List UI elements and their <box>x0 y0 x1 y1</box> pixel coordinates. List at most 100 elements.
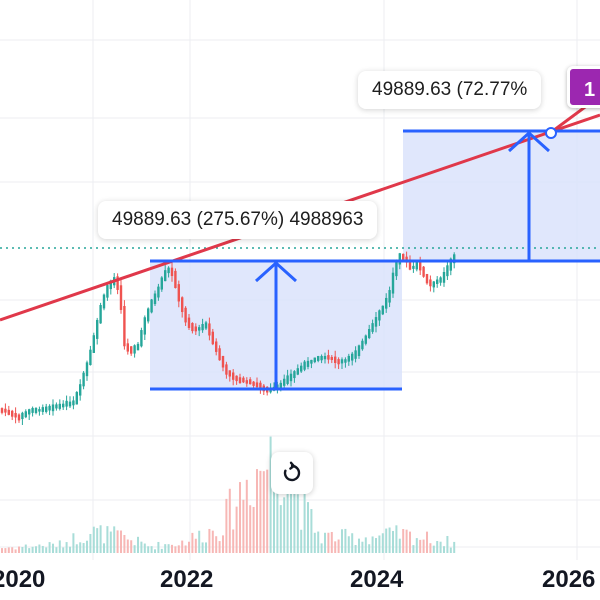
candle-body <box>82 372 85 387</box>
candle-body <box>14 412 17 418</box>
volume-bar <box>245 479 248 553</box>
candle-body <box>391 272 395 294</box>
candle-body <box>323 356 327 360</box>
reset-chart-button[interactable] <box>271 452 313 494</box>
candle-body <box>327 355 330 360</box>
candle-body <box>429 279 432 287</box>
volume-bar <box>160 548 163 553</box>
candle-body <box>116 276 119 290</box>
candle-body <box>242 377 245 383</box>
candle-body <box>293 371 296 379</box>
candle-body <box>228 370 231 377</box>
volume-bar <box>24 544 27 553</box>
volume-bar <box>419 539 422 553</box>
candle-body <box>388 290 391 303</box>
candle-body <box>119 285 123 310</box>
candle-body <box>385 297 388 309</box>
volume-bar <box>184 545 187 553</box>
volume-bar <box>164 544 167 553</box>
volume-bar <box>79 542 82 553</box>
volume-bar <box>35 546 37 553</box>
candle-body <box>89 349 92 366</box>
volume-bar <box>177 545 180 553</box>
measure-arrowhead-lower <box>254 260 298 283</box>
candle-body <box>65 400 68 407</box>
candle-body <box>449 258 452 271</box>
candle-body <box>313 357 316 363</box>
candle-body <box>395 260 398 277</box>
candle-body <box>0 408 4 413</box>
anchor-point[interactable] <box>545 127 557 139</box>
volume-bar <box>330 531 333 553</box>
candle-body <box>310 359 313 364</box>
volume-bar <box>89 533 92 553</box>
volume-bar <box>378 535 381 553</box>
candle-body <box>68 401 72 407</box>
volume-bar <box>72 533 75 553</box>
candle-body <box>361 340 364 350</box>
volume-bar <box>266 469 269 553</box>
candle-body <box>130 346 133 354</box>
candle-body <box>218 348 221 361</box>
volume-bar <box>86 540 88 553</box>
volume-bar <box>368 544 371 553</box>
volume-bar <box>449 547 452 553</box>
candle-body <box>38 409 41 412</box>
candle-body <box>378 310 381 321</box>
candle-body <box>334 356 337 363</box>
candle-body <box>11 410 14 417</box>
candle-body <box>208 323 211 336</box>
candle-body <box>432 281 435 288</box>
candle-body <box>157 286 160 298</box>
volume-bar <box>82 543 85 553</box>
volume-bar <box>320 543 323 553</box>
volume-bar <box>432 545 435 553</box>
candle-body <box>133 345 136 354</box>
volume-bar <box>126 539 129 553</box>
candle-body <box>306 360 310 367</box>
volume-bar <box>218 541 221 553</box>
volume-bar <box>157 541 160 553</box>
volume-bar <box>96 528 99 553</box>
volume-bar <box>232 529 235 553</box>
candle-body <box>7 409 10 415</box>
candle-body <box>238 377 242 384</box>
candle-body <box>170 267 174 277</box>
volume-bars <box>1 436 456 553</box>
candle-body <box>402 253 405 261</box>
alert-badge[interactable]: 1 <box>567 66 600 108</box>
volume-bar <box>259 470 262 553</box>
volume-bar <box>317 531 320 553</box>
volume-bar <box>313 532 316 553</box>
volume-bar <box>443 546 445 553</box>
candle-body <box>215 341 218 352</box>
volume-bar <box>279 505 282 553</box>
volume-bar <box>38 544 41 553</box>
measure-box-upper[interactable] <box>403 131 600 261</box>
volume-bar <box>133 545 136 553</box>
volume-bar <box>375 538 377 553</box>
candle-body <box>320 355 323 361</box>
candle-body <box>177 284 180 302</box>
candle-body <box>153 293 157 305</box>
candle-body <box>419 259 422 271</box>
candle-body <box>17 414 21 421</box>
volume-bar <box>398 538 401 553</box>
x-axis-label-2022: 2022 <box>160 566 214 593</box>
volume-bar <box>395 525 398 553</box>
volume-bar <box>194 538 197 553</box>
volume-bar <box>188 541 190 553</box>
candle-body <box>181 297 184 313</box>
volume-bar <box>256 469 258 553</box>
volume-bar <box>150 546 153 553</box>
candle-body <box>28 409 31 415</box>
volume-bar <box>446 535 449 553</box>
volume-bar <box>21 546 24 553</box>
volume-bar <box>283 497 286 553</box>
candle-body <box>453 254 456 264</box>
volume-bar <box>1 548 3 553</box>
volume-bar <box>354 545 357 553</box>
